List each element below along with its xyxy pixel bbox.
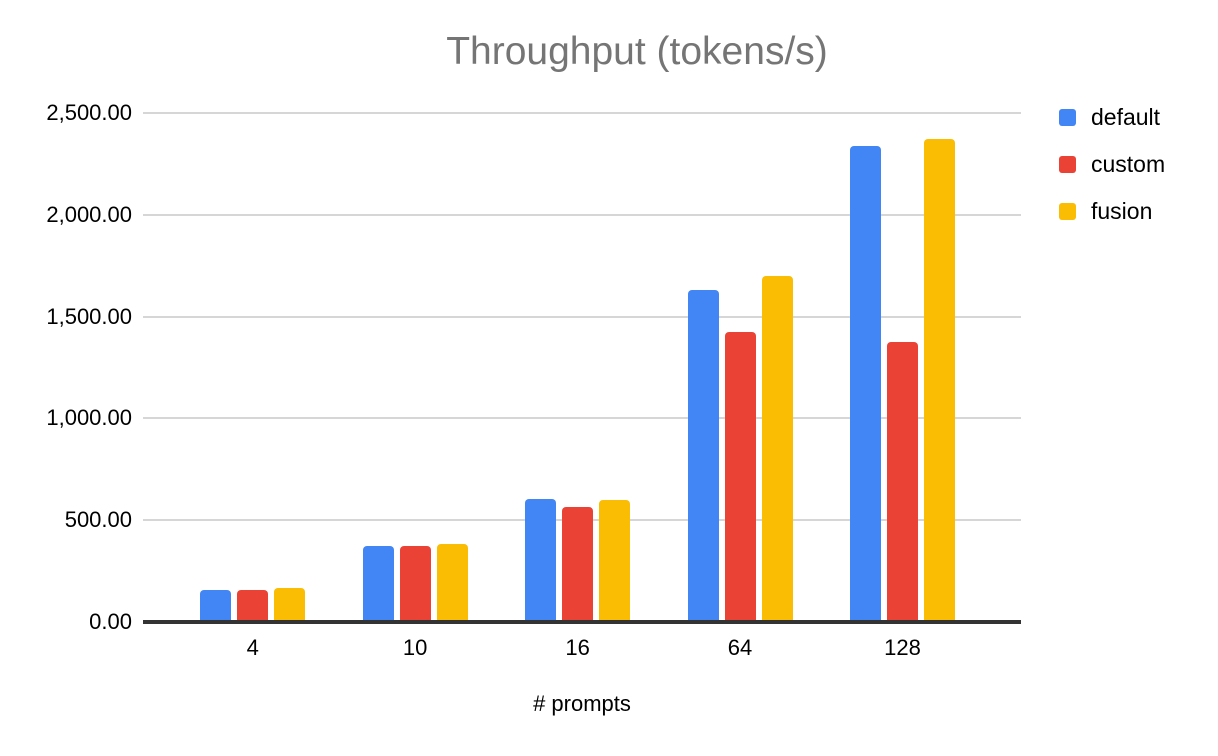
x-axis-tick-label: 16 — [565, 635, 590, 660]
gridline — [143, 112, 1021, 114]
bar-default-64 — [687, 290, 719, 622]
bar-custom-16 — [562, 506, 594, 622]
x-axis-tick-label: 128 — [884, 635, 921, 660]
bar-default-4 — [200, 590, 232, 622]
y-axis-tick-label: 0.00 — [89, 609, 132, 634]
x-axis-title: # prompts — [533, 691, 631, 716]
bar-fusion-4 — [274, 587, 306, 622]
y-axis-tick-label: 1,500.00 — [46, 303, 132, 329]
gridline — [143, 417, 1021, 420]
legend-item-custom: custom — [1059, 151, 1165, 178]
legend-swatch-icon — [1059, 109, 1076, 126]
bar-custom-64 — [724, 331, 756, 622]
bar-fusion-64 — [761, 275, 793, 622]
gridline — [143, 315, 1021, 318]
plot-area — [143, 112, 1021, 624]
bar-default-16 — [525, 498, 557, 622]
bar-default-10 — [362, 546, 394, 622]
bar-custom-10 — [399, 546, 431, 622]
legend-item-fusion: fusion — [1059, 198, 1165, 225]
bar-fusion-16 — [599, 500, 631, 622]
bar-custom-128 — [886, 342, 918, 622]
legend-swatch-icon — [1059, 156, 1076, 173]
y-axis-tick-label: 2,000.00 — [46, 201, 132, 227]
bar-fusion-128 — [923, 139, 955, 622]
bar-default-128 — [849, 145, 881, 622]
bar-custom-4 — [237, 590, 269, 622]
legend-label: custom — [1091, 151, 1166, 177]
bar-fusion-10 — [436, 544, 468, 622]
x-axis-line — [143, 620, 1021, 624]
legend-label: fusion — [1091, 198, 1153, 224]
y-axis-tick-label: 2,500.00 — [46, 100, 132, 125]
x-axis-tick-label: 10 — [402, 635, 428, 660]
y-axis-tick-label: 500.00 — [64, 507, 132, 533]
legend-item-default: default — [1059, 104, 1165, 131]
chart-title: Throughput (tokens/s) — [446, 30, 828, 73]
x-axis-tick-label: 4 — [246, 635, 259, 660]
x-axis-tick-label: 64 — [727, 635, 753, 660]
y-axis-tick-label: 1,000.00 — [46, 405, 132, 431]
legend-swatch-icon — [1059, 203, 1076, 220]
gridline — [143, 213, 1021, 216]
legend-label: default — [1091, 104, 1161, 130]
legend: default custom fusion — [1059, 104, 1165, 225]
